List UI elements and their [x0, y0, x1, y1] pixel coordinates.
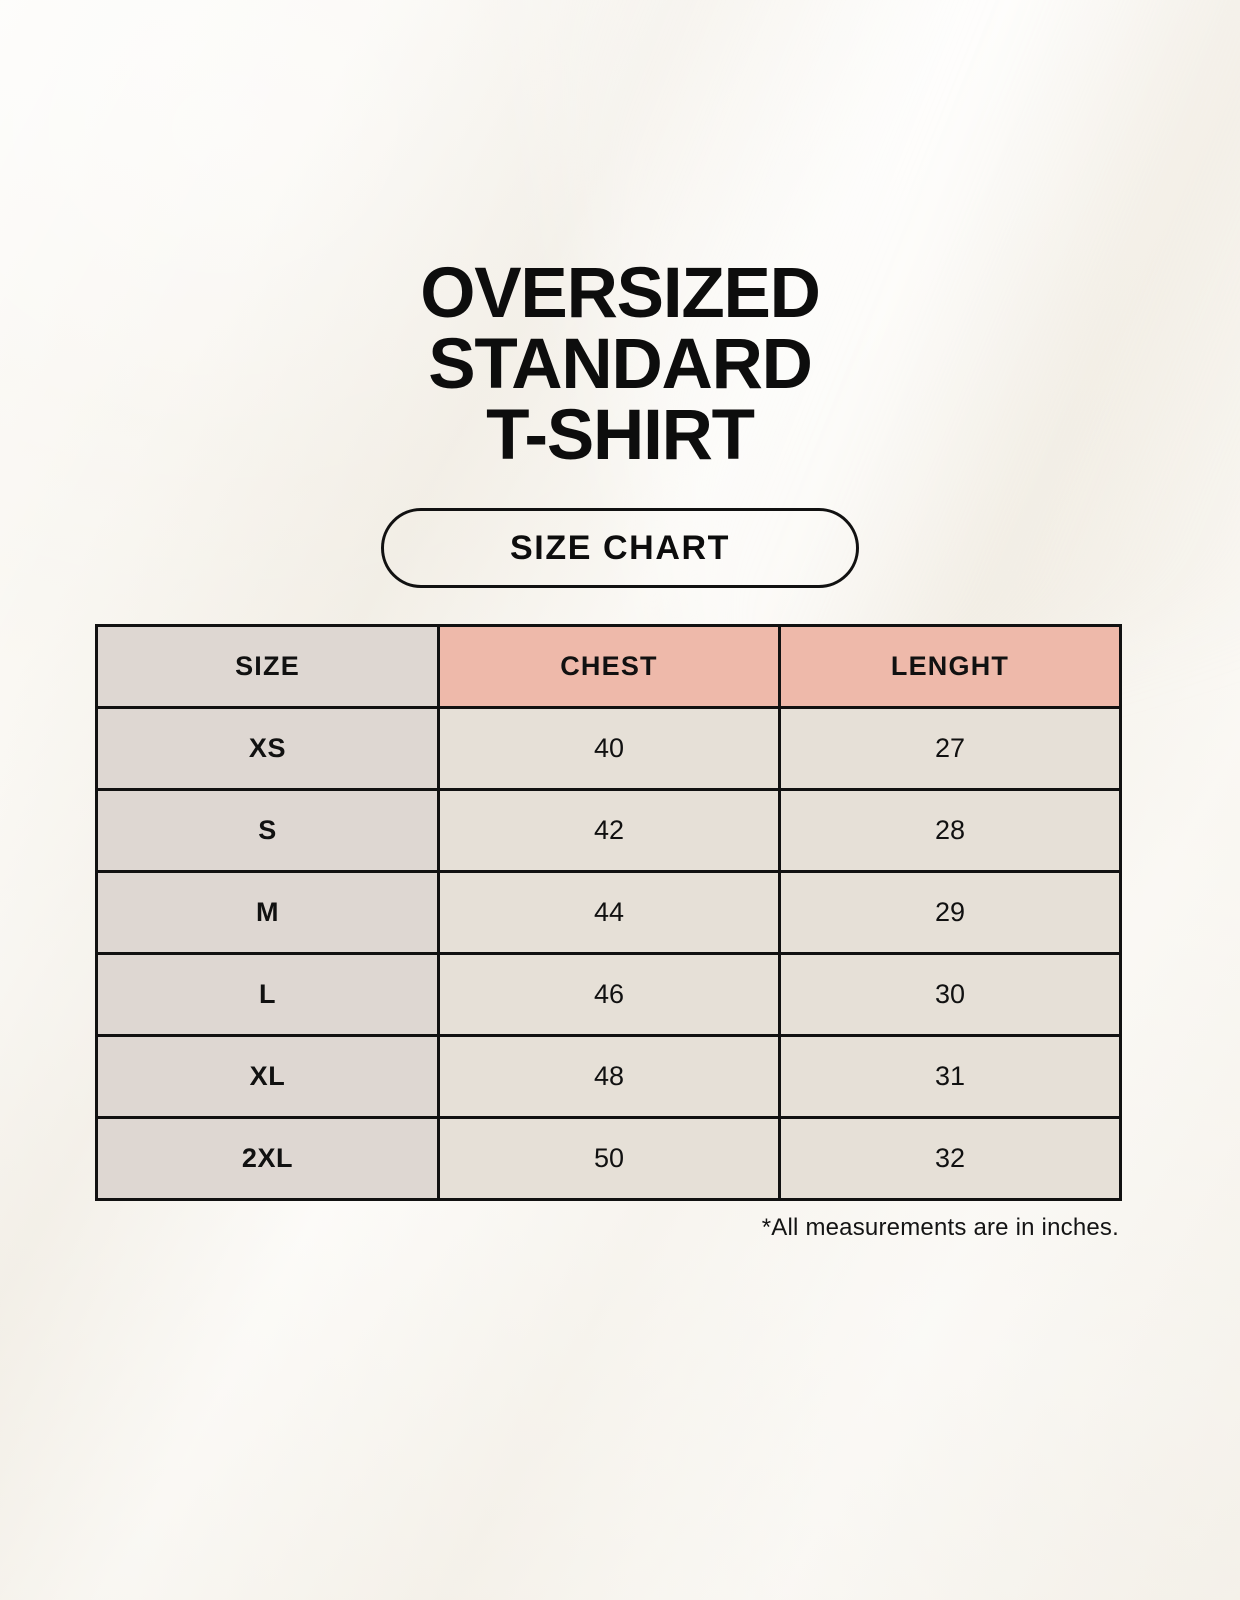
column-header-length: LENGHT [778, 624, 1122, 709]
title-line-1: OVERSIZED [420, 254, 821, 333]
cell-chest: 44 [437, 870, 781, 955]
table-header: SIZE CHEST LENGHT [95, 624, 1122, 709]
column-header-size: SIZE [95, 624, 440, 709]
size-chart-badge: SIZE CHART [381, 508, 859, 588]
size-table-container: SIZE CHEST LENGHT XS 40 27 S 42 28 M [95, 624, 1122, 1201]
cell-size: S [95, 788, 440, 873]
title-line-3: T-SHIRT [486, 396, 755, 475]
table-header-row: SIZE CHEST LENGHT [95, 624, 1122, 709]
cell-chest: 48 [437, 1034, 781, 1119]
cell-length: 31 [778, 1034, 1122, 1119]
size-table: SIZE CHEST LENGHT XS 40 27 S 42 28 M [95, 624, 1122, 1201]
cell-length: 27 [778, 706, 1122, 791]
title-line-2: STANDARD [428, 325, 813, 404]
table-body: XS 40 27 S 42 28 M 44 29 L 46 30 [95, 706, 1122, 1201]
table-row: M 44 29 [95, 870, 1122, 955]
cell-chest: 46 [437, 952, 781, 1037]
cell-length: 32 [778, 1116, 1122, 1201]
cell-length: 29 [778, 870, 1122, 955]
cell-length: 28 [778, 788, 1122, 873]
table-row: L 46 30 [95, 952, 1122, 1037]
cell-size: M [95, 870, 440, 955]
measurement-units-note: *All measurements are in inches. [761, 1214, 1119, 1241]
cell-length: 30 [778, 952, 1122, 1037]
table-row: 2XL 50 32 [95, 1116, 1122, 1201]
page-title: OVERSIZED STANDARD T-SHIRT [0, 258, 1240, 471]
column-header-chest: CHEST [437, 624, 781, 709]
cell-chest: 50 [437, 1116, 781, 1201]
cell-size: XS [95, 706, 440, 791]
table-row: XL 48 31 [95, 1034, 1122, 1119]
table-row: S 42 28 [95, 788, 1122, 873]
cell-chest: 42 [437, 788, 781, 873]
cell-chest: 40 [437, 706, 781, 791]
cell-size: L [95, 952, 440, 1037]
cell-size: XL [95, 1034, 440, 1119]
table-row: XS 40 27 [95, 706, 1122, 791]
cell-size: 2XL [95, 1116, 440, 1201]
size-chart-badge-label: SIZE CHART [510, 528, 730, 567]
